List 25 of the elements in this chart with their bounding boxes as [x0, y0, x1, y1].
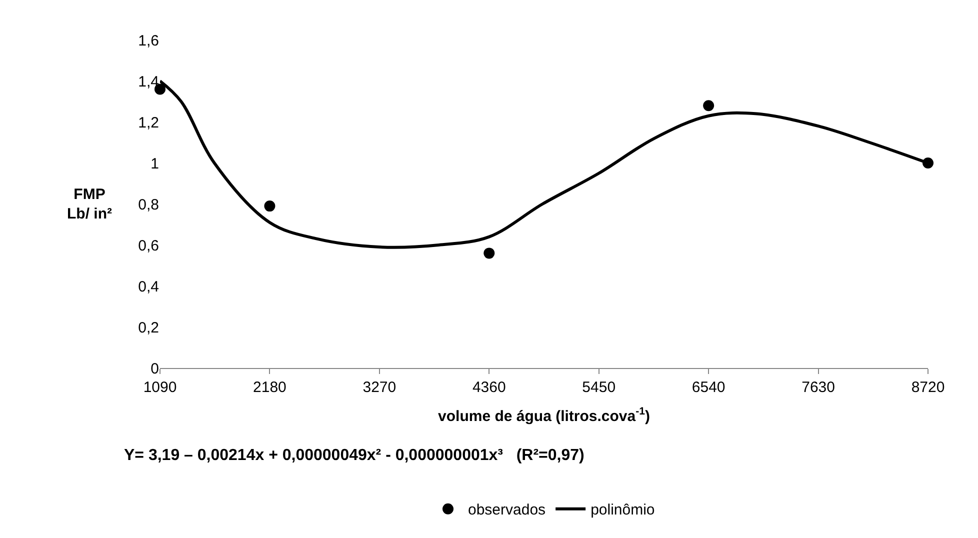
- x-tick-label: 3270: [362, 379, 396, 396]
- point: [484, 248, 495, 259]
- x-tick-label: 5450: [582, 379, 616, 396]
- x-tick-label: 8720: [911, 379, 945, 396]
- text: Y= 3,19 – 0,00214x + 0,00000049x² - 0,000000001x³ (R²=0,97): [124, 447, 584, 464]
- y-tick-label: 1,4: [138, 73, 159, 90]
- x-tick-label: 2180: [253, 379, 286, 396]
- y-tick-label: 0,8: [138, 196, 159, 214]
- y-tick-label: 0,4: [138, 278, 159, 296]
- y-tick-label: 0,2: [138, 319, 159, 336]
- point: [264, 200, 276, 212]
- legend-label: polinômio: [590, 502, 655, 519]
- point: [703, 100, 714, 112]
- legend-label: observados: [468, 502, 546, 519]
- y-tick-label: 1: [150, 155, 159, 172]
- y-tick-label: 0,6: [138, 237, 159, 254]
- x-tick-label: 7630: [802, 379, 835, 396]
- y-tick-label: 1,2: [138, 114, 159, 132]
- y-axis-title: FMP Lb/ in²: [67, 186, 112, 222]
- y-tick-label: 0: [150, 360, 159, 378]
- x-axis-title: volume de água (litros.cova$^{-1}$): [438, 406, 650, 425]
- x-tick-label: 1090: [143, 379, 177, 396]
- x-tick-label: 6540: [692, 379, 726, 396]
- y-tick-label: 1,6: [138, 32, 159, 50]
- x-tick-label: 4360: [472, 379, 506, 396]
